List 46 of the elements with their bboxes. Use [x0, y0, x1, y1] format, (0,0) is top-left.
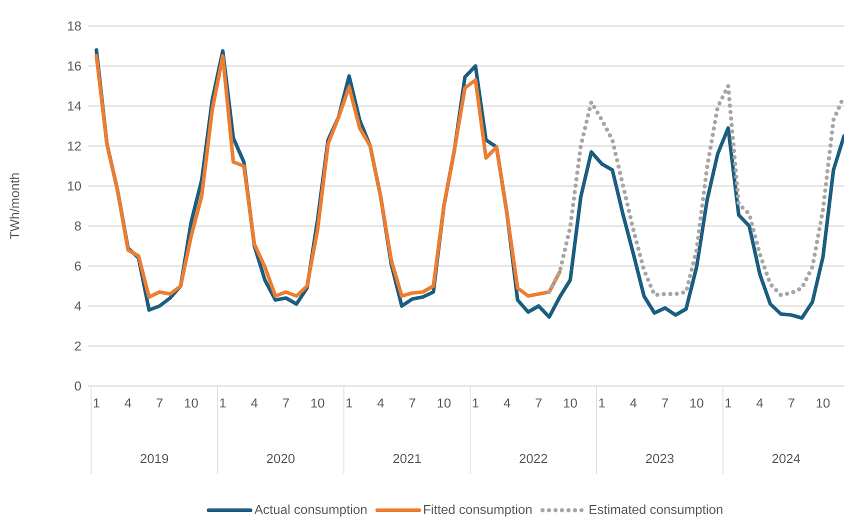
x-tick-label: 7	[662, 398, 668, 408]
x-tick-label: 1	[94, 398, 100, 408]
x-tick-label: 10	[184, 398, 198, 408]
x-tick-label: 4	[756, 398, 763, 408]
x-tick-label: 10	[690, 398, 704, 408]
x-tick-label: 1	[726, 398, 732, 408]
text: 2023	[646, 454, 674, 464]
x-tick-label: 7	[156, 398, 163, 408]
y-tick-label: 6	[74, 261, 81, 271]
legend-label: Estimated consumption	[590, 504, 722, 517]
x-tick-label: 1	[220, 398, 226, 408]
y-tick-label: 14	[68, 102, 82, 110]
x-tick-label: 10	[564, 398, 577, 408]
line-series	[547, 84, 844, 298]
x-tick-label: 10	[311, 398, 324, 408]
text: 2024	[772, 454, 800, 464]
text: 2022	[520, 454, 548, 464]
x-tick-label: 4	[377, 398, 384, 408]
y-tick-label: 16	[68, 61, 81, 71]
text: 2021	[393, 454, 421, 464]
y-tick-label: 0	[74, 381, 81, 391]
x-tick-label: 7	[536, 398, 542, 408]
x-tick-label: 7	[409, 398, 416, 408]
x-tick-label: 7	[283, 398, 289, 408]
x-tick-label: 1	[472, 398, 478, 408]
legend-label: Fitted consumption	[424, 504, 532, 517]
x-tick-label: 10	[438, 398, 451, 408]
line-series	[94, 54, 562, 299]
x-tick-label: 1	[599, 398, 605, 408]
x-tick-label: 7	[788, 398, 794, 408]
x-tick-label: 4	[251, 398, 258, 408]
text: 2020	[266, 454, 295, 464]
legend-label: Actual consumption	[254, 504, 367, 517]
y-tick-label: 4	[74, 302, 82, 310]
y-tick-label: 8	[74, 221, 81, 231]
x-tick-label: 4	[630, 398, 637, 408]
y-axis-title: TWh/month	[10, 173, 20, 240]
x-tick-label: 4	[504, 398, 510, 408]
text: 2019	[140, 454, 168, 464]
y-tick-label: 12	[68, 141, 81, 151]
x-tick-label: 1	[346, 398, 352, 408]
y-tick-label: 18	[68, 21, 81, 31]
x-tick-label: 10	[816, 398, 830, 408]
x-tick-label: 4	[124, 398, 132, 408]
y-tick-label: 10	[68, 181, 81, 191]
y-tick-label: 2	[74, 341, 81, 351]
